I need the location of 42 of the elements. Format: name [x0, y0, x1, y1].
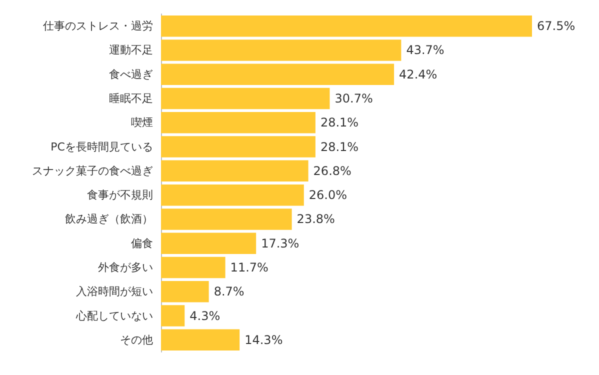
y-tick-label: 外食が多い — [98, 261, 153, 274]
bar — [161, 88, 330, 110]
data-label: 26.0% — [308, 188, 348, 202]
data-label: 67.5% — [537, 19, 576, 34]
bar — [161, 256, 226, 278]
y-tick-label: 偏食 — [131, 236, 153, 250]
y-tick-label: 仕事のストレス・過労 — [43, 20, 153, 33]
bar — [161, 281, 209, 302]
y-tick-label: 食事が不規則 — [87, 188, 153, 202]
data-label: 28.1% — [320, 116, 359, 130]
data-label: 14.3% — [244, 332, 283, 347]
data-label: 8.7% — [214, 284, 244, 299]
bar — [161, 112, 316, 134]
y-tick-label: その他 — [120, 333, 153, 346]
bar — [161, 329, 240, 351]
data-label: 30.7% — [334, 92, 373, 106]
y-tick-label: 心配していない — [75, 309, 153, 322]
bar — [161, 232, 256, 254]
y-tick-label: スナック菓子の食べ過ぎ — [32, 164, 153, 178]
bar — [161, 208, 292, 230]
data-label: 28.1% — [320, 140, 359, 154]
bar — [161, 136, 316, 158]
y-tick-label: 入浴時間が短い — [76, 285, 153, 298]
bar — [161, 40, 402, 61]
data-label: 42.4% — [399, 67, 438, 82]
y-tick-label: PCを長時間見ている — [50, 140, 153, 154]
data-label: 23.8% — [296, 212, 335, 226]
bar — [161, 64, 394, 85]
y-tick-label: 喫煙 — [131, 116, 153, 130]
bar — [161, 160, 308, 182]
y-tick-label: 睡眠不足 — [109, 92, 153, 105]
bar — [161, 305, 185, 326]
y-tick-label: 飲み過ぎ（飲酒） — [65, 212, 153, 226]
data-label: 4.3% — [190, 308, 220, 323]
bar — [161, 15, 532, 37]
data-label: 11.7% — [230, 260, 268, 274]
data-label: 43.7% — [406, 43, 444, 58]
data-label: 26.8% — [313, 164, 352, 178]
bar — [161, 184, 304, 206]
y-tick-label: 食べ過ぎ — [109, 68, 153, 81]
y-tick-label: 運動不足 — [109, 44, 153, 57]
data-label: 17.3% — [261, 236, 300, 250]
